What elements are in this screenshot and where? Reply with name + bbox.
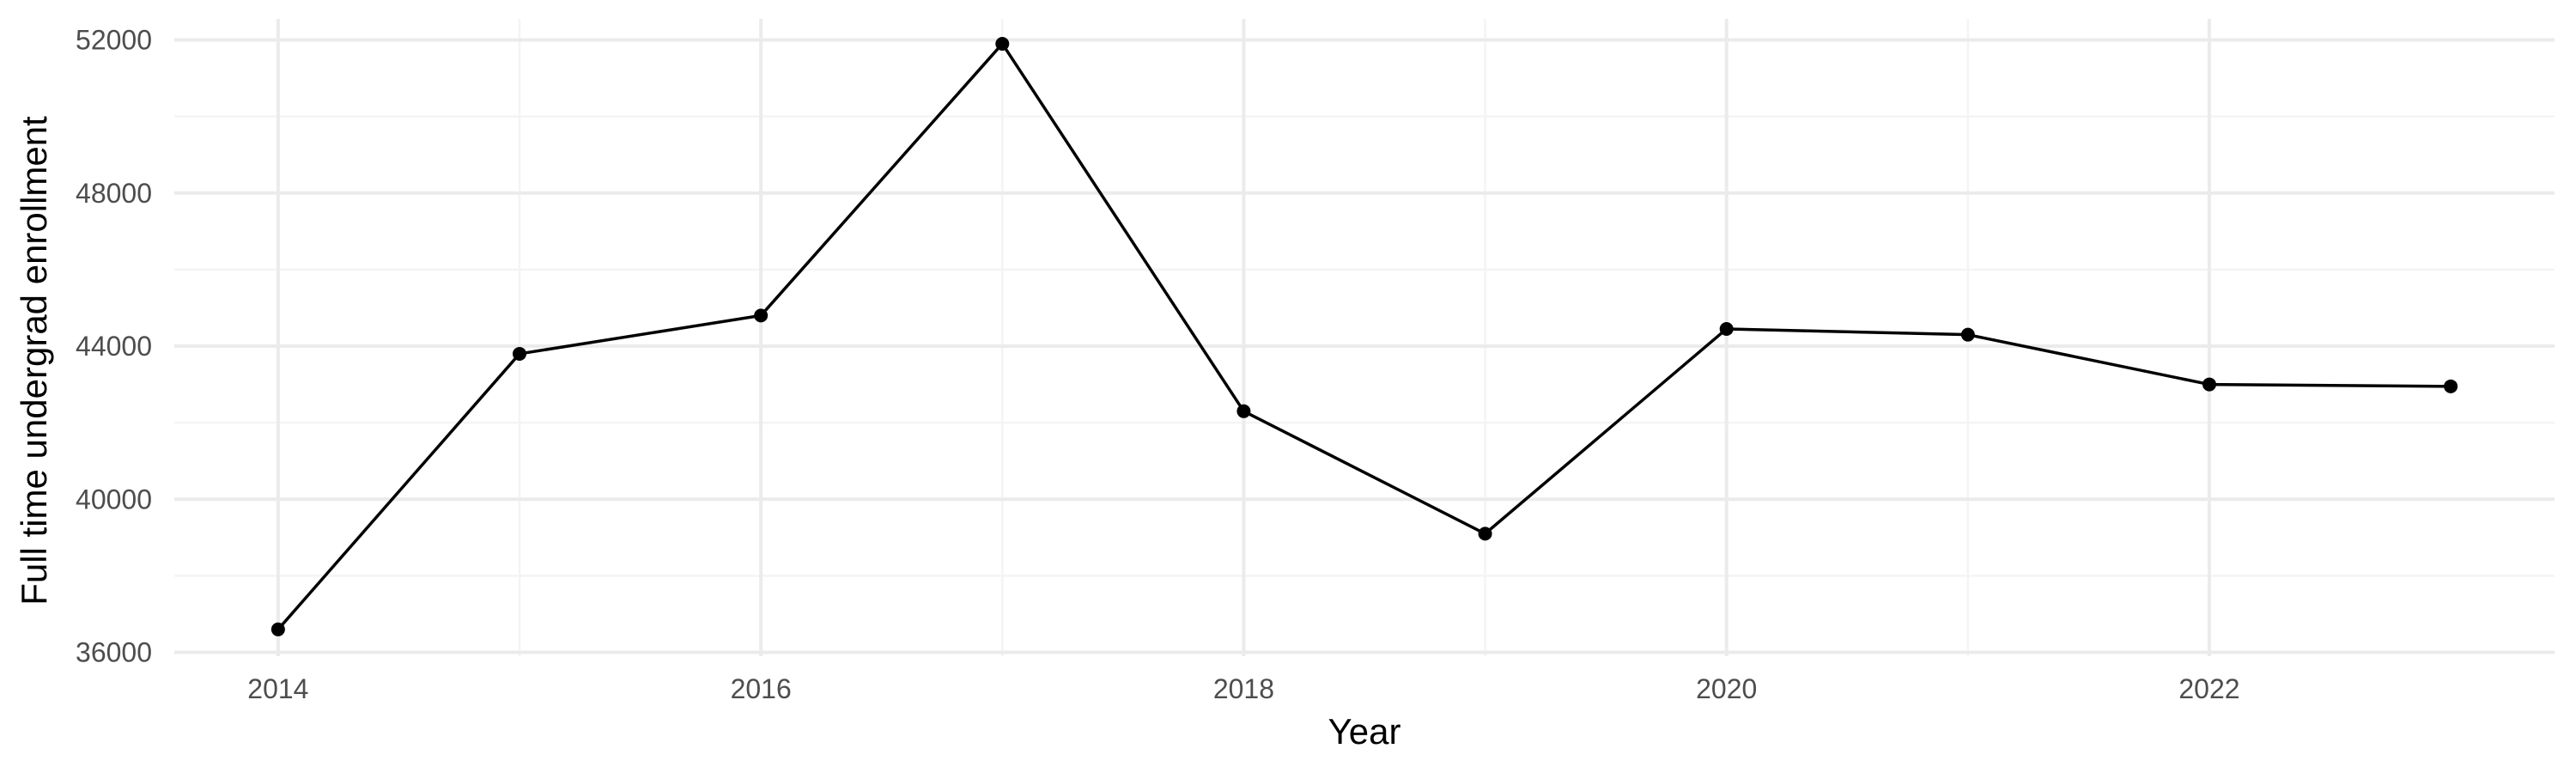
y-tick-label: 44000 — [76, 331, 152, 362]
enrollment-data-point — [995, 36, 1010, 51]
enrollment-data-point — [1719, 321, 1734, 336]
y-tick-label: 36000 — [76, 637, 152, 668]
enrollment-data-point — [2202, 377, 2216, 392]
x-tick-label: 2020 — [1696, 673, 1757, 704]
y-axis-title: Full time undergrad enrollment — [14, 116, 54, 606]
x-tick-label: 2018 — [1213, 673, 1274, 704]
y-tick-label: 48000 — [76, 178, 152, 209]
enrollment-data-point — [1960, 327, 1975, 342]
y-tick-label: 52000 — [76, 25, 152, 56]
series-layer — [276, 42, 2452, 631]
points-layer — [270, 36, 2458, 636]
x-tick-label: 2014 — [247, 673, 308, 704]
enrollment-data-point — [1478, 526, 1492, 541]
enrollment-data-point — [513, 346, 527, 361]
x-axis-title: Year — [1328, 711, 1401, 752]
x-axis-ticks: 2014 2016 2018 2020 2022 — [247, 673, 2239, 704]
enrollment-data-point — [754, 308, 769, 323]
x-tick-label: 2016 — [731, 673, 792, 704]
enrollment-data-point — [2444, 379, 2458, 393]
enrollment-data-point — [1236, 404, 1251, 418]
x-tick-label: 2022 — [2178, 673, 2239, 704]
enrollment-series-line — [276, 42, 2452, 631]
grid-layer — [174, 19, 2555, 656]
enrollment-data-point — [270, 622, 285, 636]
y-tick-label: 40000 — [76, 484, 152, 514]
y-axis-ticks: 36000 40000 44000 48000 52000 — [76, 25, 152, 668]
